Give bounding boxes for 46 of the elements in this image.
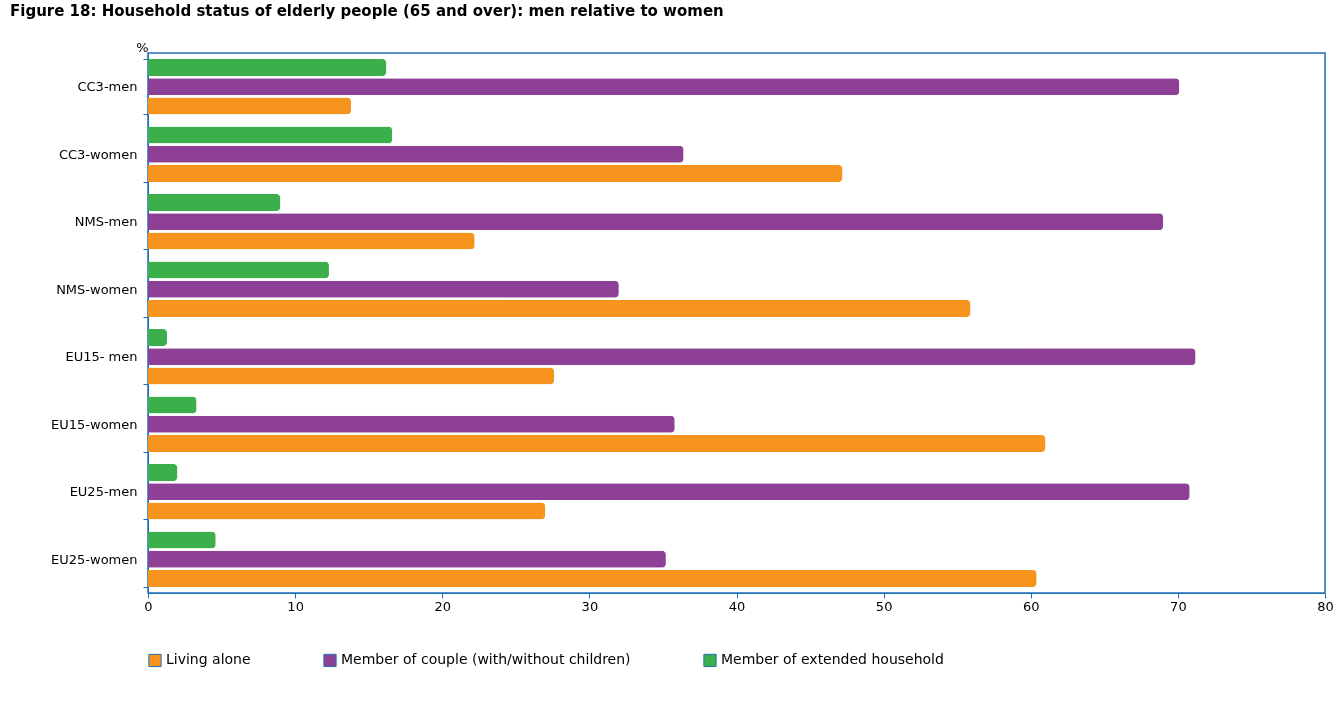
bar — [148, 502, 546, 520]
bar — [148, 464, 178, 481]
bar — [148, 531, 216, 549]
bar — [148, 165, 843, 182]
bar — [148, 550, 666, 568]
bar — [148, 415, 675, 433]
bar — [148, 570, 1037, 587]
bar — [148, 348, 1196, 366]
bar — [148, 261, 329, 279]
bar — [148, 59, 387, 76]
y-tick-label: EU15- men — [65, 349, 138, 365]
y-tick-label: NMS-men — [74, 214, 138, 230]
bar — [148, 329, 168, 346]
x-tick-label: 70 — [1170, 598, 1187, 614]
bar — [148, 435, 1046, 452]
y-tick-label: EU25-men — [69, 484, 138, 500]
bar — [148, 78, 1180, 96]
y-tick-label: EU15-women — [51, 416, 138, 432]
chart-title: Figure 18: Household status of elderly people (65 and over): men relative to women — [10, 2, 724, 20]
legend-label: Member of extended household — [721, 651, 944, 668]
legend-label: Living alone — [166, 651, 251, 668]
x-tick-label: 30 — [581, 598, 599, 614]
bar — [148, 97, 352, 115]
bar — [148, 126, 393, 144]
bar — [148, 232, 475, 250]
x-tick-label: 10 — [287, 598, 304, 614]
legend-label: Member of couple (with/without children) — [341, 651, 631, 668]
x-tick-label: 0 — [144, 598, 153, 614]
bar — [148, 280, 619, 298]
x-axis-title: % — [136, 39, 149, 55]
bar — [148, 367, 555, 385]
y-tick-label: NMS-women — [56, 281, 138, 297]
y-tick-label: CC3-men — [77, 79, 138, 95]
bar — [148, 300, 971, 317]
bar — [148, 194, 281, 211]
x-tick-label: 20 — [434, 598, 452, 614]
y-tick-label: CC3-women — [58, 146, 138, 162]
x-tick-label: 40 — [728, 598, 746, 614]
bar — [148, 483, 1190, 501]
bar — [148, 213, 1164, 231]
bar — [148, 396, 197, 414]
bar — [148, 145, 684, 163]
x-tick-label: 80 — [1317, 598, 1334, 614]
x-tick-label: 50 — [875, 598, 893, 614]
y-tick-label: EU25-women — [51, 551, 138, 567]
x-tick-label: 60 — [1022, 598, 1040, 614]
